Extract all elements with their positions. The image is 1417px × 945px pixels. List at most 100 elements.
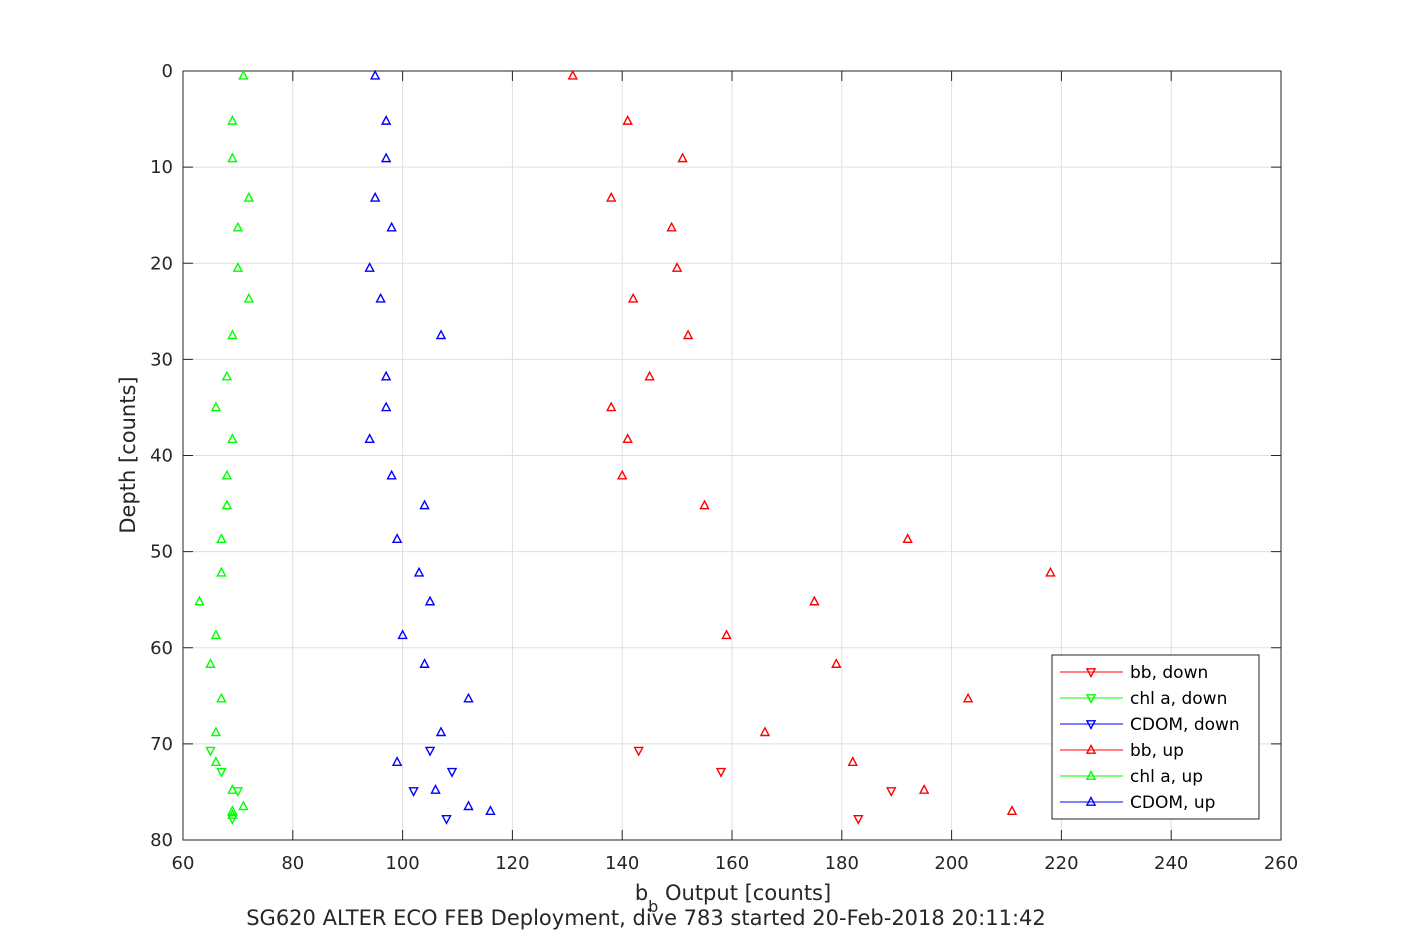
tick-marks (182, 70, 1282, 841)
data-point (419, 499, 430, 510)
data-point (606, 191, 617, 202)
data-point (369, 191, 381, 202)
x-tick-label: 100 (385, 853, 419, 874)
data-point (216, 533, 227, 543)
data-point (413, 566, 425, 577)
data-point (210, 756, 222, 766)
data-point (386, 469, 397, 480)
data-point (622, 433, 633, 444)
data-point (918, 784, 930, 794)
legend-item: CDOM, up (1060, 793, 1215, 813)
data-point (1045, 566, 1056, 577)
data-point (627, 292, 639, 303)
data-point (435, 726, 447, 737)
legend-box (1051, 654, 1260, 820)
x-tick-label: 120 (495, 853, 529, 874)
series-3 (567, 69, 1056, 816)
data-point (885, 787, 897, 797)
data-point (463, 692, 474, 703)
data-point (375, 292, 386, 303)
x-axis-title-rest: Output [counts] (658, 881, 831, 905)
data-point (644, 370, 655, 381)
data-point (446, 767, 458, 778)
data-point (677, 152, 688, 163)
data-point (227, 152, 238, 163)
data-point (380, 114, 392, 125)
legend-item: chl a, down (1060, 689, 1227, 709)
x-tick-label: 240 (1154, 853, 1188, 874)
legend-label: CDOM, down (1130, 715, 1240, 735)
y-tick-label: 20 (150, 253, 173, 274)
tick-labels: 60 80 100 120 140 160 180 200 220 240 260010203040… (150, 61, 1298, 874)
x-tick-label: 60 (172, 853, 195, 874)
data-point (364, 433, 375, 444)
data-point (227, 805, 238, 816)
data-point (441, 815, 452, 825)
x-tick-label: 140 (605, 853, 639, 874)
y-tick-label: 40 (150, 446, 173, 467)
legend-marker (1085, 668, 1097, 678)
data-point (364, 262, 375, 272)
data-point (232, 221, 244, 232)
data-point (424, 595, 436, 606)
data-point (216, 767, 227, 778)
data-point (380, 152, 392, 163)
data-point (386, 221, 397, 232)
data-point (243, 292, 255, 303)
legend: bb, down chl a, down CDOM, down bb, up chl a… (1051, 654, 1260, 820)
data-point (227, 784, 238, 794)
data-point (210, 629, 222, 640)
series-2 (408, 746, 458, 825)
data-point (606, 401, 617, 412)
y-tick-label: 0 (162, 61, 173, 82)
x-axis-title-subscript: b (648, 897, 658, 916)
legend-item: CDOM, down (1060, 715, 1240, 735)
data-point (715, 767, 727, 778)
data-point (721, 629, 732, 640)
legend-item: bb, up (1060, 741, 1184, 761)
data-point (699, 499, 710, 510)
data-point (238, 69, 249, 80)
caption: SG620 ALTER ECO FEB Deployment, dive 783… (246, 906, 1046, 930)
y-tick-label: 70 (150, 734, 173, 755)
x-tick-label: 80 (281, 853, 304, 874)
data-point (485, 805, 496, 816)
legend-label: CDOM, up (1130, 793, 1215, 813)
data-point (243, 191, 255, 202)
data-point (205, 746, 216, 757)
data-point (380, 370, 392, 381)
data-point (408, 787, 419, 797)
data-point (227, 809, 238, 819)
x-axis-title: bb Output [counts] (635, 881, 831, 916)
data-point (759, 726, 771, 737)
data-point (682, 329, 694, 340)
data-point (216, 566, 227, 577)
data-point (369, 69, 381, 80)
x-tick-label: 220 (1044, 853, 1078, 874)
y-tick-label: 10 (150, 157, 173, 178)
legend-item: bb, down (1060, 663, 1208, 683)
data-point (227, 329, 238, 340)
data-point (205, 658, 216, 668)
legend-marker (1085, 744, 1097, 754)
data-point (397, 629, 408, 640)
data-point (210, 401, 222, 412)
legend-label: chl a, down (1130, 689, 1227, 709)
data-point (463, 800, 474, 811)
y-tick-label: 80 (150, 830, 173, 851)
data-point (221, 499, 233, 510)
data-marks (194, 69, 1056, 825)
series-5 (364, 69, 496, 816)
data-point (831, 658, 842, 668)
data-point (633, 746, 644, 757)
series-0 (633, 746, 897, 825)
data-point (424, 746, 436, 757)
data-point (391, 533, 403, 543)
data-point (809, 595, 820, 606)
y-axis-title: Depth [counts] (116, 376, 140, 533)
data-point (1006, 805, 1018, 816)
y-tick-label: 30 (150, 349, 173, 370)
data-point (902, 533, 913, 543)
x-tick-label: 160 (715, 853, 749, 874)
